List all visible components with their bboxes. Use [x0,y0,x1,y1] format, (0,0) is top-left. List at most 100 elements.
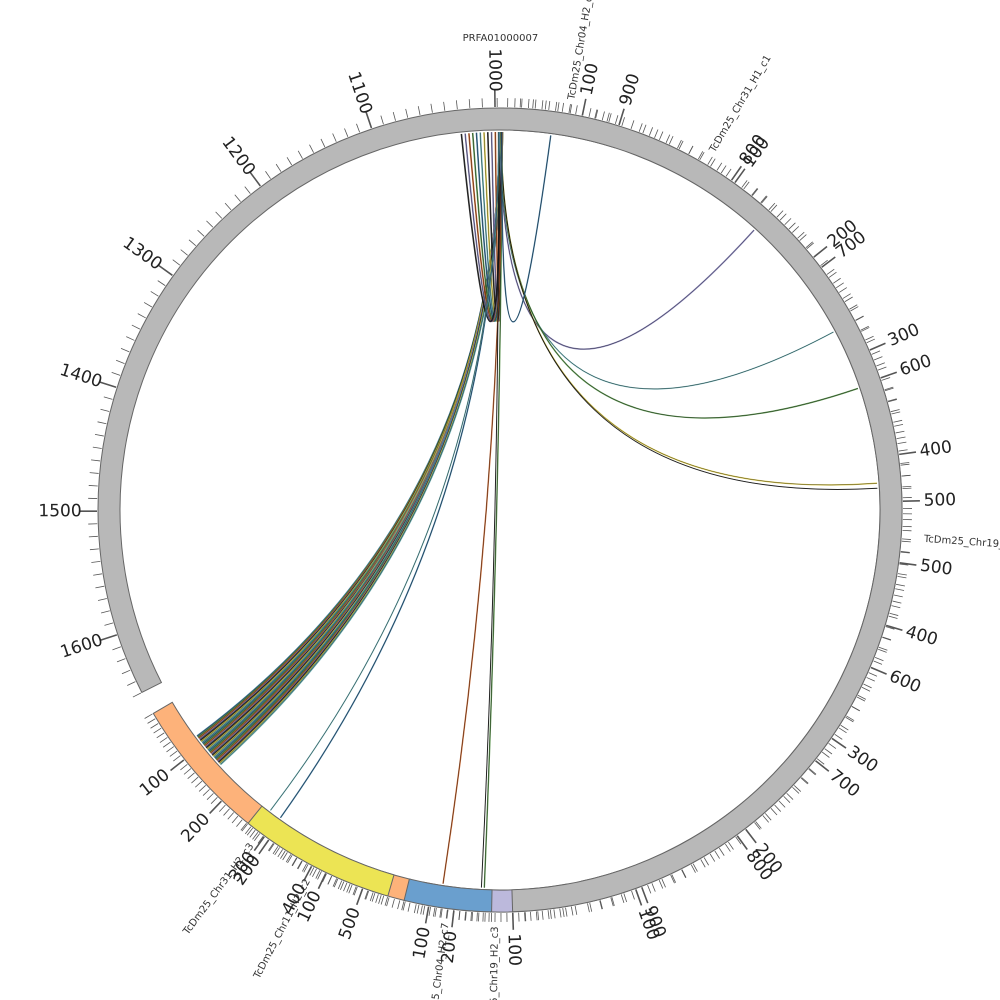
minor-tick [610,897,614,907]
minor-tick [439,908,442,918]
minor-tick [287,855,293,864]
minor-tick [384,896,388,906]
minor-tick [887,398,897,402]
minor-tick [286,157,293,166]
minor-tick [800,777,808,785]
ticks-layer [79,90,920,930]
minor-tick [277,849,284,858]
tick-label: 500 [335,905,365,942]
minor-tick [223,808,230,816]
link [500,131,878,486]
tick-label: 1600 [58,630,105,662]
minor-tick [471,912,473,922]
minor-tick [548,100,551,111]
minor-tick [681,869,687,878]
link [501,132,552,323]
tick-label: 100 [136,765,174,801]
minor-tick [285,854,292,863]
minor-tick [865,335,874,341]
minor-tick [754,822,761,830]
link-outline [212,132,502,756]
minor-tick [97,421,107,425]
minor-tick [631,890,635,900]
minor-tick [709,853,716,862]
minor-tick [173,755,181,762]
minor-tick [728,841,734,850]
minor-tick [751,187,758,196]
major-tick [618,108,625,126]
minor-tick [369,892,374,902]
minor-tick [100,610,110,614]
minor-tick [267,843,274,851]
minor-tick [210,797,218,804]
links-layer [196,131,878,888]
minor-tick [793,785,802,792]
minor-tick [303,864,309,873]
major-tick [815,760,830,772]
minor-tick [845,716,854,723]
minor-tick [599,900,603,910]
minor-tick [899,563,909,566]
major-tick [249,171,261,187]
minor-tick [778,800,786,808]
minor-tick [358,888,363,898]
minor-tick [896,583,906,587]
major-tick [869,342,886,351]
minor-tick [332,133,337,142]
minor-tick [599,900,603,910]
tick-label: 300 [885,320,923,351]
minor-tick [428,906,431,916]
minor-tick [392,111,396,121]
minor-tick [249,829,256,838]
minor-tick [642,124,647,134]
minor-tick [690,864,696,873]
link-outline [500,131,834,390]
minor-tick [587,903,590,913]
minor-tick [770,204,778,212]
minor-tick [834,734,843,740]
major-tick [641,886,649,904]
minor-tick [851,706,860,712]
minor-tick [594,109,598,119]
minor-tick [127,681,136,686]
minor-tick [126,336,135,341]
minor-tick [897,441,907,445]
minor-tick [231,815,239,824]
minor-tick [468,99,471,109]
minor-tick [375,894,379,903]
minor-tick [272,846,279,855]
minor-tick [900,463,910,466]
minor-tick [901,540,911,543]
minor-tick [760,195,767,203]
minor-tick [620,894,625,904]
minor-tick [534,99,537,109]
minor-tick [888,615,898,619]
minor-tick [292,857,298,867]
minor-tick [897,575,907,579]
minor-tick [783,795,791,803]
minor-tick [252,831,259,840]
minor-tick [103,396,113,400]
minor-tick [144,713,153,719]
link [206,131,501,750]
minor-tick [378,894,382,904]
tick-label: 400 [918,437,953,461]
minor-tick [202,789,210,796]
minor-tick [417,106,421,116]
minor-tick [638,123,643,132]
minor-tick [824,748,833,755]
minor-tick [877,366,887,371]
tick-label: 400 [903,622,940,650]
link [500,132,878,490]
segment-label-prfa01000007: PRFA01000007 [463,33,539,44]
minor-tick [320,138,326,148]
link-outline [501,132,878,486]
minor-tick [524,912,527,922]
minor-tick [132,692,142,698]
tick-label: 700 [826,766,864,802]
labels-layer: PRFA01000007100TcDm25_Chr04_H2_c81002003… [38,0,1000,1000]
minor-tick [832,277,841,284]
minor-tick [541,100,544,110]
minor-tick [692,863,698,872]
minor-tick [445,909,448,919]
